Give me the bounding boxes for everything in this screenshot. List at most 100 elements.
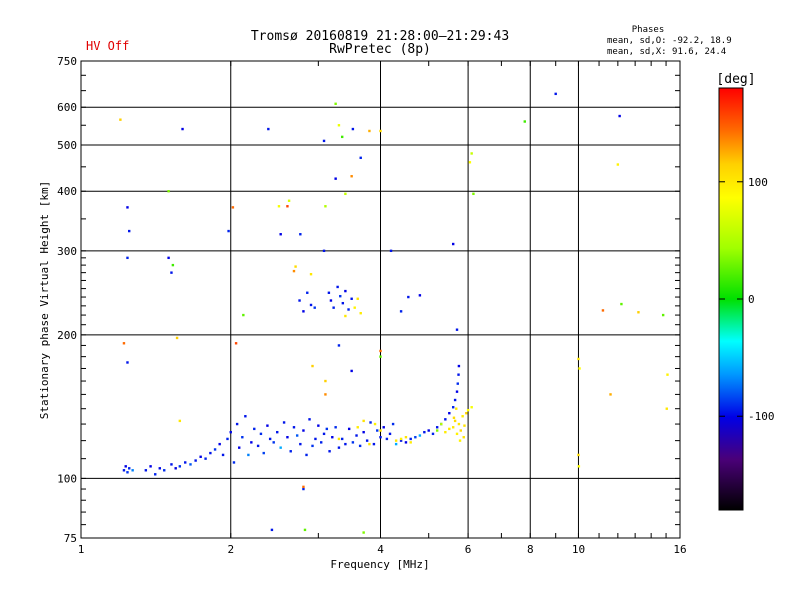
data-point — [620, 302, 623, 306]
data-point — [170, 271, 173, 274]
phase-box-header: Phases — [632, 25, 665, 35]
data-point — [385, 437, 389, 441]
data-point — [347, 427, 351, 431]
data-point — [336, 285, 339, 289]
colorbar-tick-label: -100 — [748, 410, 775, 423]
data-point — [299, 233, 302, 236]
data-point — [444, 430, 447, 434]
data-point — [306, 291, 309, 294]
colorbar-tick-label: 0 — [748, 293, 755, 306]
data-point — [287, 199, 291, 202]
data-point — [131, 469, 134, 472]
data-point — [181, 127, 184, 131]
data-point — [250, 441, 253, 444]
data-point — [331, 436, 334, 439]
data-point — [379, 349, 382, 353]
data-point — [325, 427, 329, 431]
data-point — [399, 437, 403, 441]
data-point — [344, 192, 347, 196]
data-point — [272, 441, 275, 444]
data-point — [334, 426, 337, 429]
y-tick-label: 400 — [57, 185, 77, 198]
data-point — [266, 424, 269, 427]
data-point — [286, 436, 289, 439]
data-point — [373, 422, 377, 426]
data-point — [337, 437, 341, 441]
data-point — [435, 426, 439, 429]
data-point — [362, 419, 365, 423]
data-point — [456, 382, 459, 385]
data-point — [350, 369, 353, 373]
data-point — [359, 156, 362, 160]
data-point — [389, 249, 393, 253]
data-point — [455, 432, 459, 436]
phase-box-o-stats: mean, sd,O: -92.2, 18.9 — [607, 36, 732, 46]
data-point — [418, 294, 422, 297]
y-tick-label: 600 — [57, 101, 77, 114]
data-point — [379, 436, 382, 439]
x-tick-label: 6 — [465, 543, 472, 556]
data-point — [451, 406, 455, 409]
data-point — [322, 139, 326, 143]
data-point — [334, 177, 337, 180]
data-point — [313, 306, 316, 309]
data-point — [262, 451, 265, 455]
data-point — [577, 465, 581, 468]
data-point — [362, 531, 365, 534]
data-point — [462, 436, 465, 439]
data-point — [171, 263, 175, 267]
data-point — [163, 469, 166, 472]
data-point — [308, 418, 311, 421]
colorbar-ticks: 100 0 -100 — [719, 176, 775, 423]
x-axis-ticks: 1 2 4 6 8 10 16 — [78, 61, 687, 556]
data-point — [359, 311, 362, 315]
data-point — [295, 434, 299, 437]
data-point — [305, 453, 308, 457]
data-point — [448, 427, 451, 431]
data-point — [322, 249, 326, 253]
data-point — [175, 336, 179, 340]
data-point — [337, 344, 341, 347]
data-point — [286, 205, 289, 208]
data-point — [455, 407, 458, 410]
data-point — [122, 469, 126, 472]
data-point — [453, 398, 457, 402]
data-point — [170, 463, 173, 466]
data-point — [457, 422, 461, 426]
data-point — [351, 127, 355, 131]
data-point — [242, 313, 245, 317]
data-point — [317, 424, 320, 427]
data-point — [444, 418, 447, 421]
data-point — [407, 295, 410, 299]
y-tick-label: 100 — [57, 472, 77, 485]
x-tick-label: 10 — [572, 543, 585, 556]
data-point — [455, 390, 459, 393]
data-point — [470, 152, 473, 155]
data-point — [229, 430, 232, 434]
data-point — [440, 422, 443, 426]
data-point — [270, 528, 274, 532]
data-point — [226, 437, 229, 441]
chart-title: Tromsø 20160819 21:28:00–21:29:43 — [251, 29, 509, 44]
data-point — [324, 205, 327, 208]
chart-subtitle: RwPretec (8p) — [329, 42, 431, 57]
data-point — [256, 444, 260, 448]
data-point — [292, 426, 296, 429]
x-tick-label: 2 — [227, 543, 234, 556]
y-axis-label: Stationary phase Virtual Height [km] — [38, 181, 51, 419]
data-point — [119, 118, 122, 121]
data-point — [327, 291, 331, 294]
data-point — [221, 453, 225, 457]
data-point — [391, 422, 395, 426]
data-point — [311, 444, 314, 448]
data-point — [431, 432, 435, 436]
data-point — [324, 379, 327, 383]
data-point — [178, 465, 182, 468]
data-point — [238, 446, 241, 449]
data-point — [235, 422, 239, 426]
data-point — [244, 415, 247, 418]
data-point — [178, 419, 182, 423]
data-point — [232, 461, 236, 464]
data-point — [463, 424, 466, 427]
